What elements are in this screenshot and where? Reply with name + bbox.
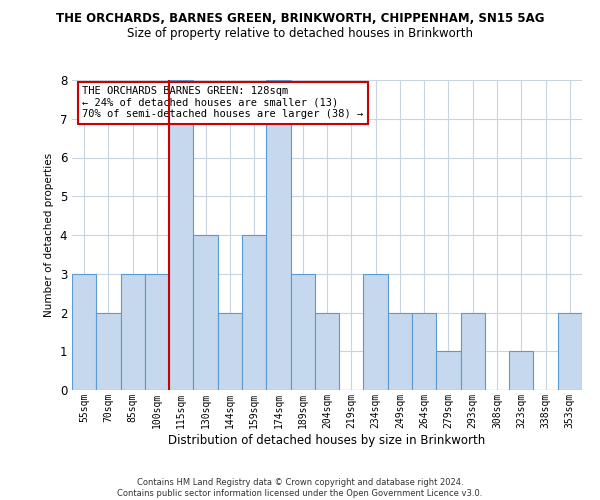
X-axis label: Distribution of detached houses by size in Brinkworth: Distribution of detached houses by size … <box>169 434 485 446</box>
Bar <box>266 80 290 390</box>
Bar <box>364 274 388 390</box>
Text: THE ORCHARDS BARNES GREEN: 128sqm
← 24% of detached houses are smaller (13)
70% : THE ORCHARDS BARNES GREEN: 128sqm ← 24% … <box>82 86 364 120</box>
Bar <box>96 312 121 390</box>
Bar <box>121 274 145 390</box>
Bar <box>218 312 242 390</box>
Bar <box>461 312 485 390</box>
Bar <box>412 312 436 390</box>
Bar <box>72 274 96 390</box>
Bar <box>558 312 582 390</box>
Bar <box>169 80 193 390</box>
Text: THE ORCHARDS, BARNES GREEN, BRINKWORTH, CHIPPENHAM, SN15 5AG: THE ORCHARDS, BARNES GREEN, BRINKWORTH, … <box>56 12 544 26</box>
Text: Size of property relative to detached houses in Brinkworth: Size of property relative to detached ho… <box>127 28 473 40</box>
Text: Contains HM Land Registry data © Crown copyright and database right 2024.
Contai: Contains HM Land Registry data © Crown c… <box>118 478 482 498</box>
Bar <box>290 274 315 390</box>
Bar <box>145 274 169 390</box>
Y-axis label: Number of detached properties: Number of detached properties <box>44 153 54 317</box>
Bar <box>388 312 412 390</box>
Bar <box>436 351 461 390</box>
Bar <box>509 351 533 390</box>
Bar <box>242 235 266 390</box>
Bar <box>315 312 339 390</box>
Bar <box>193 235 218 390</box>
